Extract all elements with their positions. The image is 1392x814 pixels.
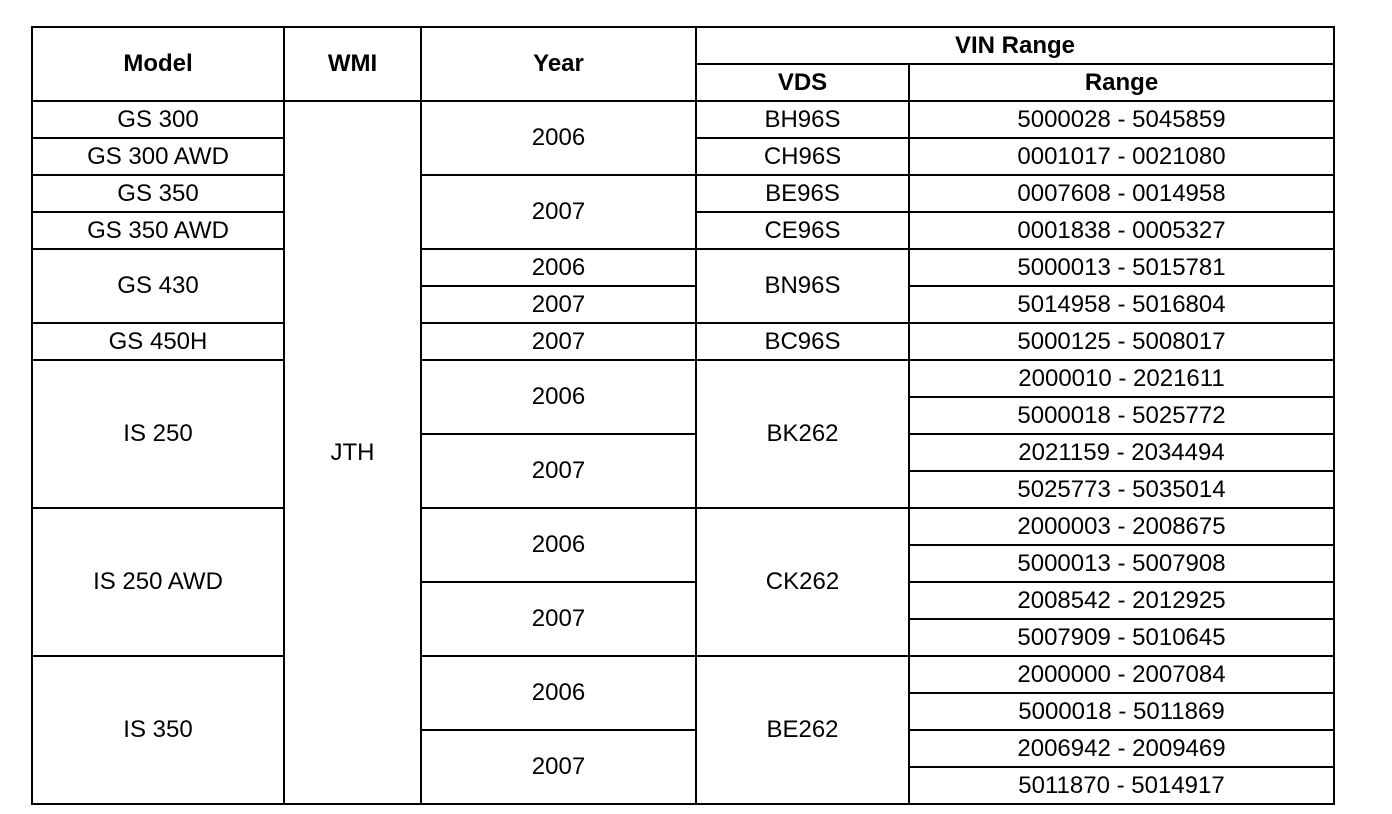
table-body: GS 300 JTH 2006 BH96S 5000028 - 5045859 GS 30… (31, 100, 1335, 805)
table-cell: BK262 (695, 359, 910, 509)
table-cell: 5000018 - 5025772 (908, 396, 1335, 435)
table-cell: BE262 (695, 655, 910, 805)
table-row: 5000018 - 5025772 (32, 396, 1335, 435)
table-cell: 2000003 - 2008675 (908, 507, 1335, 546)
table-cell: JTH (283, 100, 422, 805)
header-cell: Range (908, 63, 1335, 102)
table-cell: IS 250 (31, 359, 285, 509)
table-cell: 2007 (420, 285, 697, 324)
table-header: Model WMI Year VIN Range VDS Range (31, 26, 1335, 102)
table-cell: 5000013 - 5007908 (908, 544, 1335, 583)
table-cell: GS 300 AWD (31, 137, 285, 176)
table-row: 5025773 - 5035014 (32, 470, 1335, 509)
table-cell: 2007 (420, 433, 697, 509)
table-cell: 5007909 - 5010645 (908, 618, 1335, 657)
table-cell: CK262 (695, 507, 910, 657)
table-cell: 2007 (420, 729, 697, 805)
table-cell: 2021159 - 2034494 (908, 433, 1335, 472)
table-cell: GS 350 (31, 174, 285, 213)
table-row: GS 300 AWD CH96S 0001017 - 0021080 (31, 137, 1335, 176)
table-cell: 5000028 - 5045859 (908, 100, 1335, 139)
table-cell: 0001017 - 0021080 (908, 137, 1335, 176)
table-row: 2007 5014958 - 5016804 (32, 285, 1335, 324)
table-cell: 2006 (420, 100, 697, 176)
table-cell: 2006 (420, 359, 697, 435)
table-cell: 5011870 - 5014917 (908, 766, 1335, 805)
table-row: IS 350 2006 BE262 2000000 - 2007084 (31, 655, 1335, 805)
table-cell: BH96S (695, 100, 910, 139)
table-row: 5011870 - 5014917 (32, 766, 1335, 805)
header-cell: WMI (283, 26, 422, 102)
table-cell: 5014958 - 5016804 (908, 285, 1335, 324)
table-cell: CE96S (695, 211, 910, 250)
vin-table: Model WMI Year VIN Range VDS Range GS 30… (31, 26, 1335, 805)
table-cell: GS 450H (31, 322, 285, 361)
table-cell: 2006 (420, 248, 697, 287)
table-row: IS 250 2006 BK262 2000010 - 2021611 (31, 359, 1335, 509)
table-row: GS 350 2007 BE96S 0007608 - 0014958 (31, 174, 1335, 250)
table-row: 5007909 - 5010645 (32, 618, 1335, 657)
header-cell: Model (31, 26, 285, 102)
table-cell: GS 300 (31, 100, 285, 139)
table-cell: CH96S (695, 137, 910, 176)
table-row: GS 430 2006 BN96S 5000013 - 5015781 (31, 248, 1335, 324)
table-cell: 5000018 - 5011869 (908, 692, 1335, 731)
table-row: 2007 2006942 - 2009469 (32, 729, 1335, 805)
header-row: Model WMI Year VIN Range (31, 26, 1335, 102)
table-cell: IS 350 (31, 655, 285, 805)
table-cell: BE96S (695, 174, 910, 213)
table-cell: 2000000 - 2007084 (908, 655, 1335, 694)
table-cell: 5025773 - 5035014 (908, 470, 1335, 509)
table-cell: 2008542 - 2012925 (908, 581, 1335, 620)
table-cell: GS 430 (31, 248, 285, 324)
table-row: 5000018 - 5011869 (32, 692, 1335, 731)
table-row: 2007 2008542 - 2012925 (32, 581, 1335, 657)
table-cell: 2000010 - 2021611 (908, 359, 1335, 398)
table-cell: 2006 (420, 507, 697, 583)
table-cell: 0001838 - 0005327 (908, 211, 1335, 250)
table-cell: 2006942 - 2009469 (908, 729, 1335, 768)
table-cell: 2006 (420, 655, 697, 731)
table-cell: 2007 (420, 581, 697, 657)
table-cell: 2007 (420, 322, 697, 361)
table-row: 2007 2021159 - 2034494 (32, 433, 1335, 509)
table-cell: BC96S (695, 322, 910, 361)
table-cell: 5000125 - 5008017 (908, 322, 1335, 361)
table-row: GS 300 JTH 2006 BH96S 5000028 - 5045859 (31, 100, 1335, 805)
table-row: GS 450H 2007 BC96S 5000125 - 5008017 (31, 322, 1335, 361)
table-cell: 2007 (420, 174, 697, 250)
table-cell: IS 250 AWD (31, 507, 285, 657)
table-row: GS 350 AWD CE96S 0001838 - 0005327 (31, 211, 1335, 250)
header-cell: Year (420, 26, 697, 102)
table-cell: 0007608 - 0014958 (908, 174, 1335, 213)
table-row: IS 250 AWD 2006 CK262 2000003 - 2008675 (31, 507, 1335, 657)
table-cell: BN96S (695, 248, 910, 324)
table-row: 5000013 - 5007908 (32, 544, 1335, 583)
table-cell: 5000013 - 5015781 (908, 248, 1335, 287)
table-cell: GS 350 AWD (31, 211, 285, 250)
header-cell: VIN Range (695, 26, 1335, 65)
header-row: VDS Range (32, 63, 1335, 102)
header-cell: VDS (695, 63, 910, 102)
